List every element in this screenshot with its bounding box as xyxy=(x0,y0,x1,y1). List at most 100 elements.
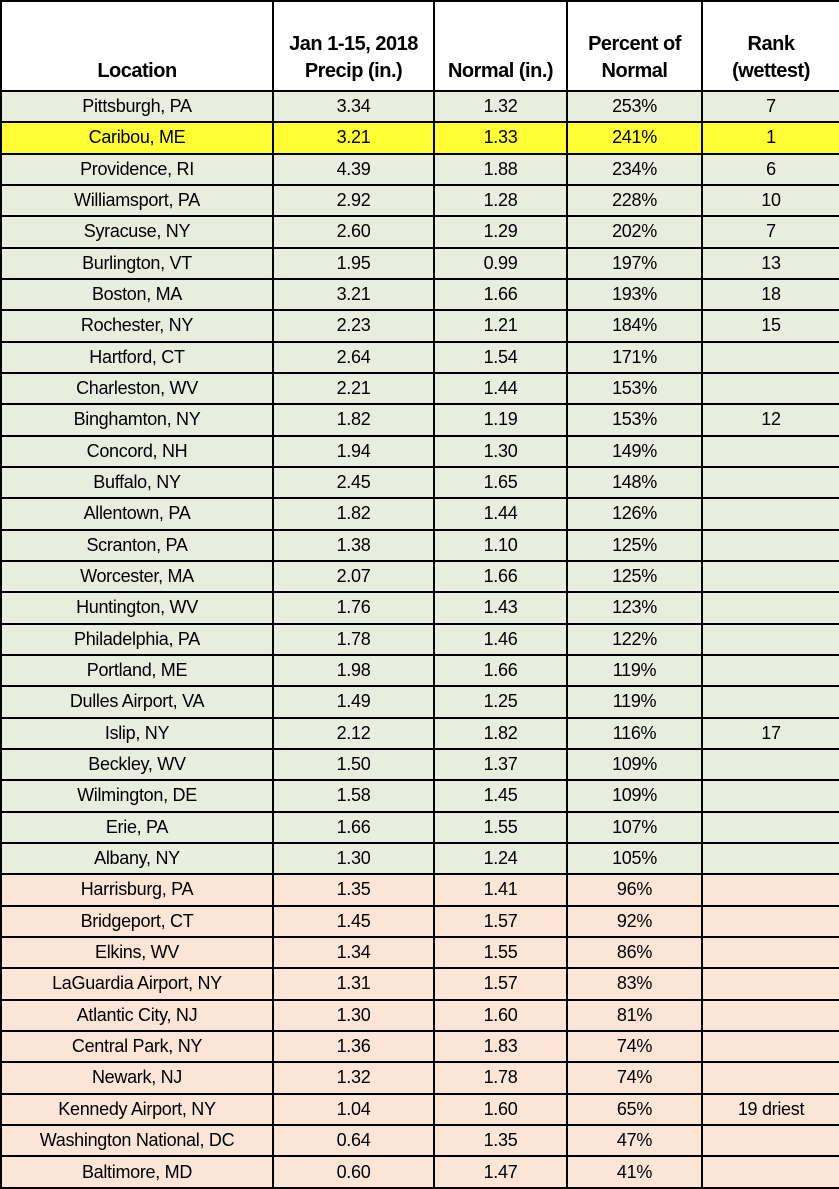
table-row: Burlington, VT 1.95 0.99 197% 13 xyxy=(0,246,839,280)
percent-cell: 92% xyxy=(566,904,703,938)
rank-cell xyxy=(701,1155,839,1189)
location-cell: Pittsburgh, PA xyxy=(0,89,274,124)
location-cell: Hartford, CT xyxy=(0,340,274,374)
percent-cell: 241% xyxy=(566,121,703,155)
normal-cell: 1.41 xyxy=(433,873,568,907)
rank-cell xyxy=(701,747,839,782)
normal-cell: 1.47 xyxy=(433,1155,568,1189)
table-body: Pittsburgh, PA 3.34 1.32 253% 7 Caribou, ME 3.… xyxy=(0,89,839,1189)
location-cell: Allentown, PA xyxy=(0,497,274,531)
precip-cell: 2.12 xyxy=(272,716,435,750)
precip-cell: 1.31 xyxy=(272,967,435,1001)
percent-cell: 74% xyxy=(566,1061,703,1095)
precip-cell: 1.82 xyxy=(272,403,435,437)
rank-cell xyxy=(701,591,839,625)
location-cell: Beckley, WV xyxy=(0,747,274,782)
percent-cell: 109% xyxy=(566,779,703,813)
table-row: Albany, NY 1.30 1.24 105% xyxy=(0,841,839,876)
percent-cell: 109% xyxy=(566,747,703,782)
rank-cell: 17 xyxy=(701,716,839,750)
rank-cell xyxy=(701,967,839,1001)
table-row: Kennedy Airport, NY 1.04 1.60 65% 19 driest xyxy=(0,1092,839,1126)
precip-cell: 2.21 xyxy=(272,371,435,406)
percent-cell: 96% xyxy=(566,873,703,907)
normal-cell: 1.57 xyxy=(433,904,568,938)
normal-cell: 1.57 xyxy=(433,967,568,1001)
table-row: Harrisburg, PA 1.35 1.41 96% xyxy=(0,873,839,907)
percent-cell: 193% xyxy=(566,277,703,312)
table-row: Hartford, CT 2.64 1.54 171% xyxy=(0,340,839,374)
col-header-line1: Percent of xyxy=(588,33,681,55)
table-row: Charleston, WV 2.21 1.44 153% xyxy=(0,371,839,406)
precip-cell: 1.58 xyxy=(272,779,435,813)
location-cell: Rochester, NY xyxy=(0,309,274,343)
location-cell: Bridgeport, CT xyxy=(0,904,274,938)
col-header-line2: Normal (in.) xyxy=(447,60,554,82)
col-header-line2: Location xyxy=(97,60,177,82)
precip-cell: 1.35 xyxy=(272,873,435,907)
normal-cell: 1.33 xyxy=(433,121,568,155)
rank-cell: 13 xyxy=(701,246,839,280)
percent-cell: 148% xyxy=(566,465,703,500)
rank-cell xyxy=(701,465,839,500)
precip-cell: 1.98 xyxy=(272,653,435,688)
location-cell: Portland, ME xyxy=(0,653,274,688)
location-cell: Atlantic City, NJ xyxy=(0,998,274,1032)
table-row: Islip, NY 2.12 1.82 116% 17 xyxy=(0,716,839,750)
table-row: Boston, MA 3.21 1.66 193% 18 xyxy=(0,277,839,312)
table-row: Central Park, NY 1.36 1.83 74% xyxy=(0,1029,839,1064)
location-cell: Erie, PA xyxy=(0,810,274,844)
normal-cell: 1.82 xyxy=(433,716,568,750)
precip-cell: 2.92 xyxy=(272,183,435,218)
table-row: Caribou, ME 3.21 1.33 241% 1 xyxy=(0,121,839,155)
location-cell: Worcester, MA xyxy=(0,559,274,594)
normal-cell: 1.54 xyxy=(433,340,568,374)
percent-cell: 47% xyxy=(566,1123,703,1158)
rank-cell: 15 xyxy=(701,309,839,343)
location-cell: Kennedy Airport, NY xyxy=(0,1092,274,1126)
percent-cell: 197% xyxy=(566,246,703,280)
percent-cell: 119% xyxy=(566,653,703,688)
normal-cell: 1.28 xyxy=(433,183,568,218)
precip-cell: 2.45 xyxy=(272,465,435,500)
normal-cell: 1.55 xyxy=(433,935,568,970)
precip-cell: 1.30 xyxy=(272,998,435,1032)
normal-cell: 1.44 xyxy=(433,497,568,531)
rank-cell xyxy=(701,1061,839,1095)
rank-cell xyxy=(701,653,839,688)
col-header-line1: Jan 1-15, 2018 xyxy=(289,33,418,55)
percent-cell: 234% xyxy=(566,152,703,186)
rank-cell xyxy=(701,371,839,406)
normal-cell: 1.24 xyxy=(433,841,568,876)
rank-cell: 12 xyxy=(701,403,839,437)
rank-cell: 1 xyxy=(701,121,839,155)
table-row: Portland, ME 1.98 1.66 119% xyxy=(0,653,839,688)
table-row: Buffalo, NY 2.45 1.65 148% xyxy=(0,465,839,500)
percent-cell: 253% xyxy=(566,89,703,124)
table-row: Beckley, WV 1.50 1.37 109% xyxy=(0,747,839,782)
rank-cell xyxy=(701,1123,839,1158)
normal-cell: 1.32 xyxy=(433,89,568,124)
normal-cell: 1.43 xyxy=(433,591,568,625)
precip-cell: 1.50 xyxy=(272,747,435,782)
header-row: Location Jan 1-15, 2018 Precip (in.) Nor… xyxy=(0,0,839,92)
col-header-line1: Rank xyxy=(747,33,795,55)
percent-cell: 153% xyxy=(566,403,703,437)
location-cell: Wilmington, DE xyxy=(0,779,274,813)
precip-cell: 1.32 xyxy=(272,1061,435,1095)
precip-cell: 1.78 xyxy=(272,622,435,656)
normal-cell: 1.66 xyxy=(433,559,568,594)
table-row: Erie, PA 1.66 1.55 107% xyxy=(0,810,839,844)
percent-cell: 125% xyxy=(566,528,703,562)
location-cell: Syracuse, NY xyxy=(0,215,274,249)
rank-cell: 6 xyxy=(701,152,839,186)
percent-cell: 74% xyxy=(566,1029,703,1064)
rank-cell xyxy=(701,497,839,531)
table-row: Providence, RI 4.39 1.88 234% 6 xyxy=(0,152,839,186)
location-cell: Burlington, VT xyxy=(0,246,274,280)
percent-cell: 153% xyxy=(566,371,703,406)
precip-cell: 0.60 xyxy=(272,1155,435,1189)
location-cell: Scranton, PA xyxy=(0,528,274,562)
normal-cell: 1.30 xyxy=(433,434,568,468)
normal-cell: 1.55 xyxy=(433,810,568,844)
